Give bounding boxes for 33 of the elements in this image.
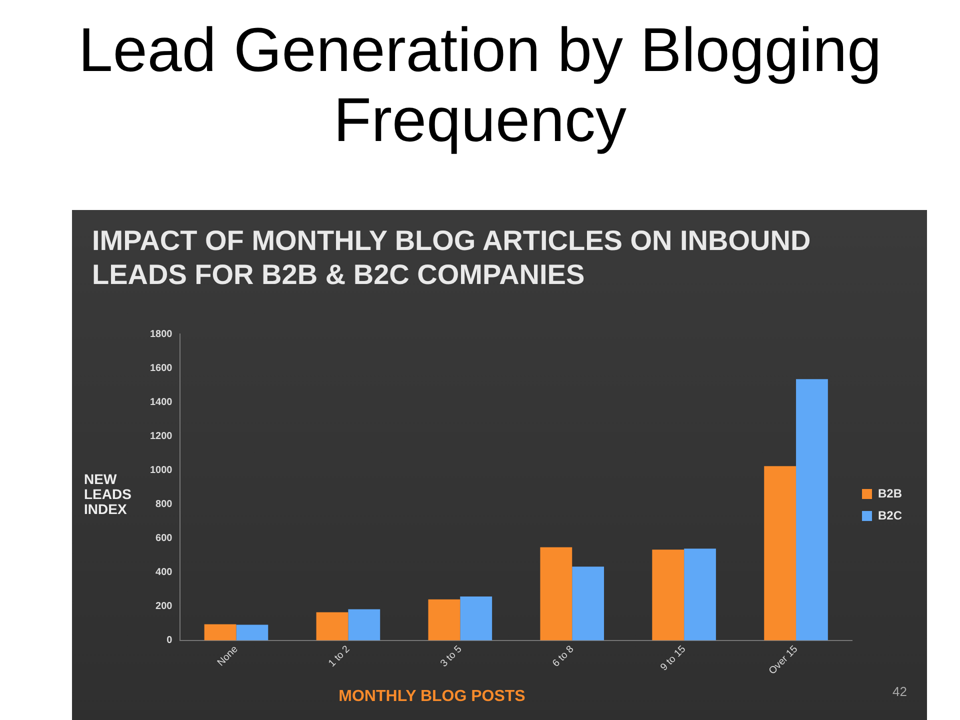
x-tick-label: 6 to 8 bbox=[550, 644, 576, 670]
bar bbox=[236, 624, 268, 640]
chart-subtitle: IMPACT OF MONTHLY BLOG ARTICLES ON INBOUND LEADS FOR B2B & B2C COMPANIES bbox=[92, 224, 812, 292]
bar bbox=[684, 548, 716, 640]
y-tick-label: 200 bbox=[156, 601, 173, 612]
bar bbox=[348, 609, 380, 640]
y-tick-label: 1000 bbox=[150, 464, 173, 476]
y-tick-label: 0 bbox=[166, 635, 173, 646]
legend-label: B2B bbox=[878, 486, 902, 500]
y-tick-label: 800 bbox=[156, 498, 173, 510]
bar bbox=[572, 566, 604, 640]
text: 42 bbox=[892, 684, 907, 699]
bar bbox=[460, 596, 492, 640]
y-tick-label: 1200 bbox=[150, 430, 173, 442]
legend-label: B2C bbox=[878, 508, 902, 522]
bar bbox=[204, 624, 236, 640]
y-tick-label: 400 bbox=[156, 567, 173, 578]
x-tick-label: 9 to 15 bbox=[658, 644, 688, 674]
bar bbox=[540, 547, 572, 640]
y-tick-label: 600 bbox=[156, 532, 173, 544]
y-axis-title: NEW LEADS INDEX bbox=[84, 471, 132, 517]
x-axis-title: MONTHLY BLOG POSTS bbox=[338, 688, 526, 706]
bar bbox=[316, 612, 348, 640]
chart-title: Lead Generation by Blogging Frequency bbox=[77, 15, 883, 157]
bar bbox=[428, 599, 460, 640]
y-tick-label: 1400 bbox=[150, 396, 173, 408]
x-tick-label: 3 to 5 bbox=[438, 644, 465, 670]
y-tick-label: 1600 bbox=[150, 362, 173, 374]
x-tick-label: 1 to 2 bbox=[326, 644, 353, 670]
bar bbox=[796, 379, 828, 640]
y-tick-label: 1800 bbox=[150, 328, 173, 340]
bar bbox=[764, 466, 796, 640]
bar bbox=[652, 550, 684, 640]
